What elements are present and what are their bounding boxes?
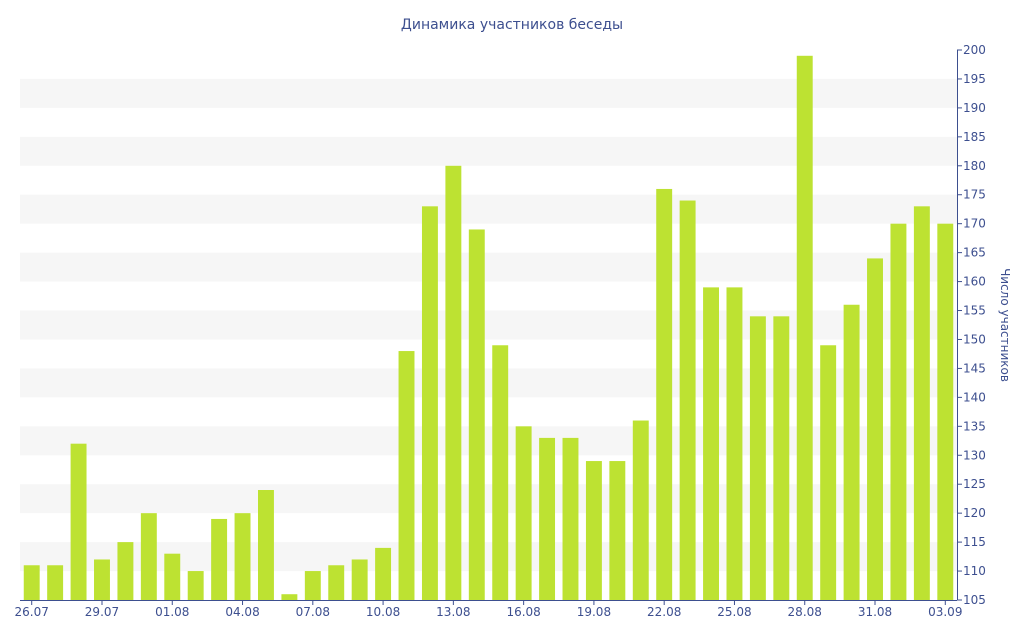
y-tick-label: 165 bbox=[963, 246, 986, 260]
bar bbox=[867, 258, 883, 600]
bar bbox=[890, 223, 907, 600]
x-tick-label: 26.07 bbox=[15, 605, 49, 619]
grid-band bbox=[20, 310, 957, 340]
x-axis: 26.07 29.07 01.08 04.08 07.08 10.08 13.08 16.08… bbox=[15, 600, 962, 619]
y-tick-label: 200 bbox=[963, 43, 986, 57]
bar bbox=[773, 316, 790, 600]
grid-bands bbox=[20, 78, 957, 572]
grid-band bbox=[20, 78, 957, 108]
y-tick-label: 160 bbox=[963, 275, 986, 289]
x-tick-label: 04.08 bbox=[225, 605, 259, 619]
bar bbox=[23, 565, 40, 600]
x-tick-label: 01.08 bbox=[155, 605, 189, 619]
bar bbox=[632, 420, 649, 600]
bar bbox=[211, 518, 228, 600]
bar bbox=[749, 316, 766, 600]
y-tick-label: 175 bbox=[963, 188, 986, 202]
bar bbox=[94, 559, 110, 600]
y-tick-label: 120 bbox=[963, 506, 986, 520]
bar bbox=[515, 426, 532, 600]
bar bbox=[281, 594, 298, 600]
x-tick-label: 31.08 bbox=[858, 605, 892, 619]
y-tick-label: 110 bbox=[963, 564, 986, 578]
x-tick-label: 19.08 bbox=[577, 605, 611, 619]
bar bbox=[70, 443, 87, 600]
bar bbox=[117, 542, 134, 600]
bar bbox=[492, 345, 509, 600]
x-tick-label: 25.08 bbox=[717, 605, 751, 619]
y-axis-label: Число участников bbox=[998, 268, 1012, 382]
bar bbox=[375, 547, 392, 600]
bar bbox=[304, 571, 321, 600]
x-tick-label: 22.08 bbox=[647, 605, 681, 619]
bar bbox=[398, 351, 415, 600]
bar bbox=[562, 437, 579, 600]
y-tick-label: 150 bbox=[963, 332, 986, 346]
y-tick-label: 105 bbox=[963, 593, 986, 607]
grid-band bbox=[20, 426, 957, 456]
y-tick-label: 145 bbox=[963, 361, 986, 375]
bar bbox=[679, 200, 696, 600]
bar bbox=[421, 206, 438, 600]
y-tick-label: 130 bbox=[963, 448, 986, 462]
bar bbox=[351, 559, 368, 600]
bar bbox=[820, 345, 837, 600]
bar bbox=[843, 304, 860, 600]
grid-band bbox=[20, 136, 957, 166]
grid-band bbox=[20, 542, 957, 572]
y-tick-label: 190 bbox=[963, 101, 986, 115]
bar bbox=[585, 461, 602, 600]
y-tick-label: 140 bbox=[963, 390, 986, 404]
bar bbox=[796, 55, 813, 601]
grid-band bbox=[20, 194, 957, 224]
bar bbox=[913, 206, 930, 600]
bar bbox=[445, 165, 462, 601]
x-tick-label: 28.08 bbox=[788, 605, 822, 619]
y-tick-label: 170 bbox=[963, 217, 986, 231]
grid-band bbox=[20, 484, 957, 514]
y-tick-label: 125 bbox=[963, 477, 986, 491]
bar bbox=[468, 229, 485, 600]
y-tick-label: 115 bbox=[963, 535, 986, 549]
bar bbox=[609, 461, 626, 600]
x-tick-label: 16.08 bbox=[506, 605, 540, 619]
bar bbox=[47, 565, 64, 600]
bar bbox=[656, 188, 673, 600]
y-tick-label: 185 bbox=[963, 130, 986, 144]
bar bbox=[539, 437, 556, 600]
bar bbox=[703, 287, 719, 600]
bar bbox=[726, 287, 743, 600]
bar bbox=[164, 553, 181, 600]
bar bbox=[258, 490, 274, 600]
x-tick-label: 03.09 bbox=[928, 605, 962, 619]
bar-series bbox=[23, 55, 954, 601]
grid-band bbox=[20, 252, 957, 282]
y-tick-label: 155 bbox=[963, 304, 986, 318]
x-tick-label: 07.08 bbox=[296, 605, 330, 619]
bar bbox=[328, 565, 345, 600]
bar bbox=[140, 513, 157, 600]
grid-band bbox=[20, 368, 957, 398]
x-tick-label: 13.08 bbox=[436, 605, 470, 619]
y-tick-label: 180 bbox=[963, 159, 986, 173]
x-tick-label: 10.08 bbox=[366, 605, 400, 619]
chart-title: Динамика участников беседы bbox=[401, 17, 623, 33]
y-tick-label: 135 bbox=[963, 419, 986, 433]
x-tick-label: 29.07 bbox=[85, 605, 119, 619]
y-axis: 105 110 115 120 125 130 135 140 145 150 155 160 165 1… bbox=[957, 43, 986, 607]
bar bbox=[187, 571, 204, 600]
bar bbox=[234, 513, 251, 600]
y-tick-label: 195 bbox=[963, 72, 986, 86]
bar bbox=[937, 223, 954, 600]
